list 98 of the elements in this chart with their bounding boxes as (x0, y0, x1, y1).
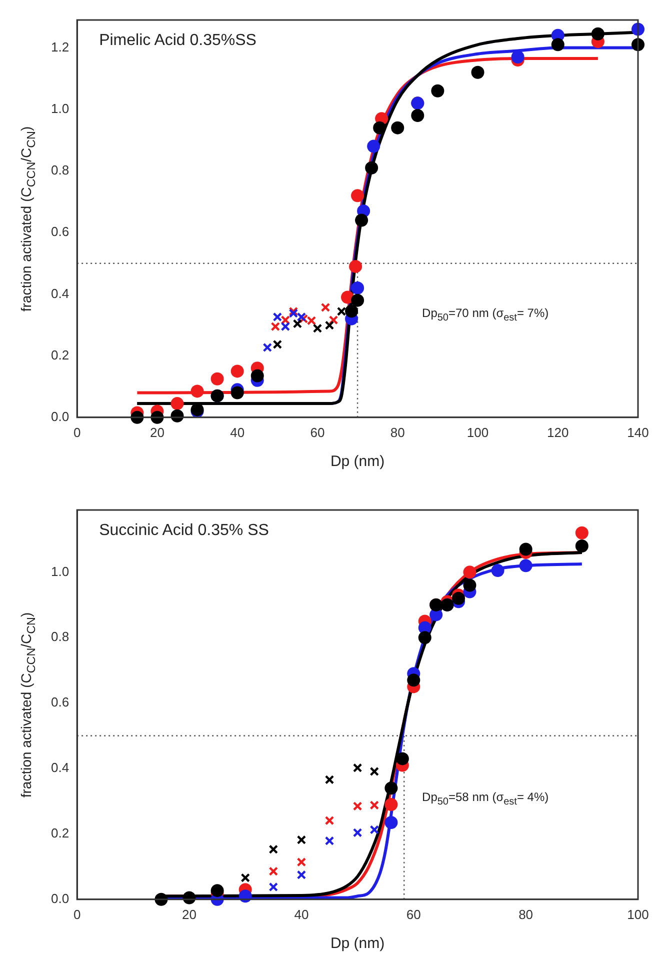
x-tick-label: 60 (406, 906, 421, 922)
point (349, 260, 362, 273)
point (352, 828, 362, 838)
point (411, 109, 424, 122)
x-axis-title: Dp (nm) (330, 935, 385, 952)
y-tick-label: 0.4 (50, 760, 70, 776)
y-tick-label: 1.2 (50, 39, 70, 54)
point (268, 866, 278, 876)
point (591, 27, 604, 40)
point (575, 539, 588, 552)
text: Succinic Acid 0.35% SS (99, 522, 269, 540)
point (296, 870, 306, 880)
point (240, 873, 250, 882)
point (230, 364, 244, 378)
point (324, 816, 334, 826)
point (452, 592, 466, 605)
point (270, 322, 280, 332)
x-tick-label: 80 (390, 424, 405, 440)
text: Pimelic Acid 0.35%SS (99, 32, 256, 50)
point (491, 564, 504, 578)
x-tick-label: 20 (150, 424, 164, 440)
x-tick-label: 120 (547, 424, 569, 440)
point (268, 882, 278, 892)
point (418, 631, 432, 644)
point (384, 782, 398, 795)
y-tick-label: 0.8 (50, 162, 70, 178)
point (352, 763, 362, 772)
point (463, 566, 476, 579)
point (471, 66, 484, 79)
y-tick-label: 0.2 (50, 826, 70, 841)
point (367, 140, 380, 153)
point (384, 798, 398, 812)
point (519, 559, 532, 572)
y-tick-label: 0.0 (50, 408, 70, 424)
x-tick-label: 20 (182, 906, 196, 922)
point (511, 50, 524, 64)
point (280, 322, 290, 332)
point (352, 802, 362, 811)
point (230, 386, 244, 400)
point (324, 775, 334, 784)
x-axis-title: Dp (nm) (330, 453, 385, 470)
point (351, 189, 364, 202)
y-tick-label: 0.8 (50, 629, 70, 644)
point (190, 384, 204, 398)
point (365, 161, 378, 174)
y-tick-label: 0.6 (50, 224, 70, 240)
annotation: Dp$_{50}$=70 nm (σ$_{est}$= 7%) (422, 306, 549, 324)
point (351, 294, 364, 307)
point (268, 844, 278, 854)
y-tick-label: 1.0 (50, 564, 70, 579)
point (370, 766, 379, 776)
point (324, 320, 334, 330)
point (391, 121, 404, 134)
y-tick-label: 0.4 (50, 286, 70, 301)
point (345, 304, 358, 318)
x-tick-label: 140 (627, 424, 649, 440)
point (272, 312, 282, 322)
point (312, 324, 322, 334)
y-tick-label: 0.0 (50, 890, 70, 906)
point (396, 752, 409, 766)
x-tick-label: 100 (627, 906, 649, 922)
point (373, 121, 386, 134)
y-tick-label: 1.0 (50, 100, 70, 116)
point (210, 372, 224, 386)
annotation: Dp$_{50}$=58 nm (σ$_{est}$= 4%) (422, 790, 549, 808)
x-tick-label: 40 (230, 424, 245, 440)
y-tick-label: 0.2 (50, 347, 70, 362)
point (280, 315, 290, 325)
point (519, 542, 532, 556)
x-tick-label: 0 (73, 906, 81, 922)
point (324, 836, 334, 846)
point (384, 816, 398, 829)
point (170, 397, 184, 410)
point (351, 282, 364, 295)
point (407, 674, 420, 687)
point (306, 316, 316, 326)
x-tick-label: 40 (294, 906, 309, 922)
point (272, 340, 282, 350)
point (296, 857, 306, 867)
point (370, 800, 379, 810)
x-tick-label: 0 (73, 424, 81, 440)
point (250, 369, 264, 382)
point (463, 578, 476, 592)
point (320, 302, 330, 312)
x-tick-label: 60 (310, 424, 325, 440)
point (292, 319, 302, 328)
point (551, 38, 564, 52)
point (431, 84, 444, 98)
point (262, 342, 272, 352)
point (370, 825, 379, 834)
x-tick-label: 100 (466, 424, 489, 440)
y-tick-label: 0.6 (50, 694, 70, 710)
point (575, 526, 588, 540)
point (336, 306, 346, 316)
point (328, 315, 338, 325)
point (296, 835, 306, 844)
point (355, 214, 368, 227)
x-tick-label: 80 (518, 906, 534, 922)
